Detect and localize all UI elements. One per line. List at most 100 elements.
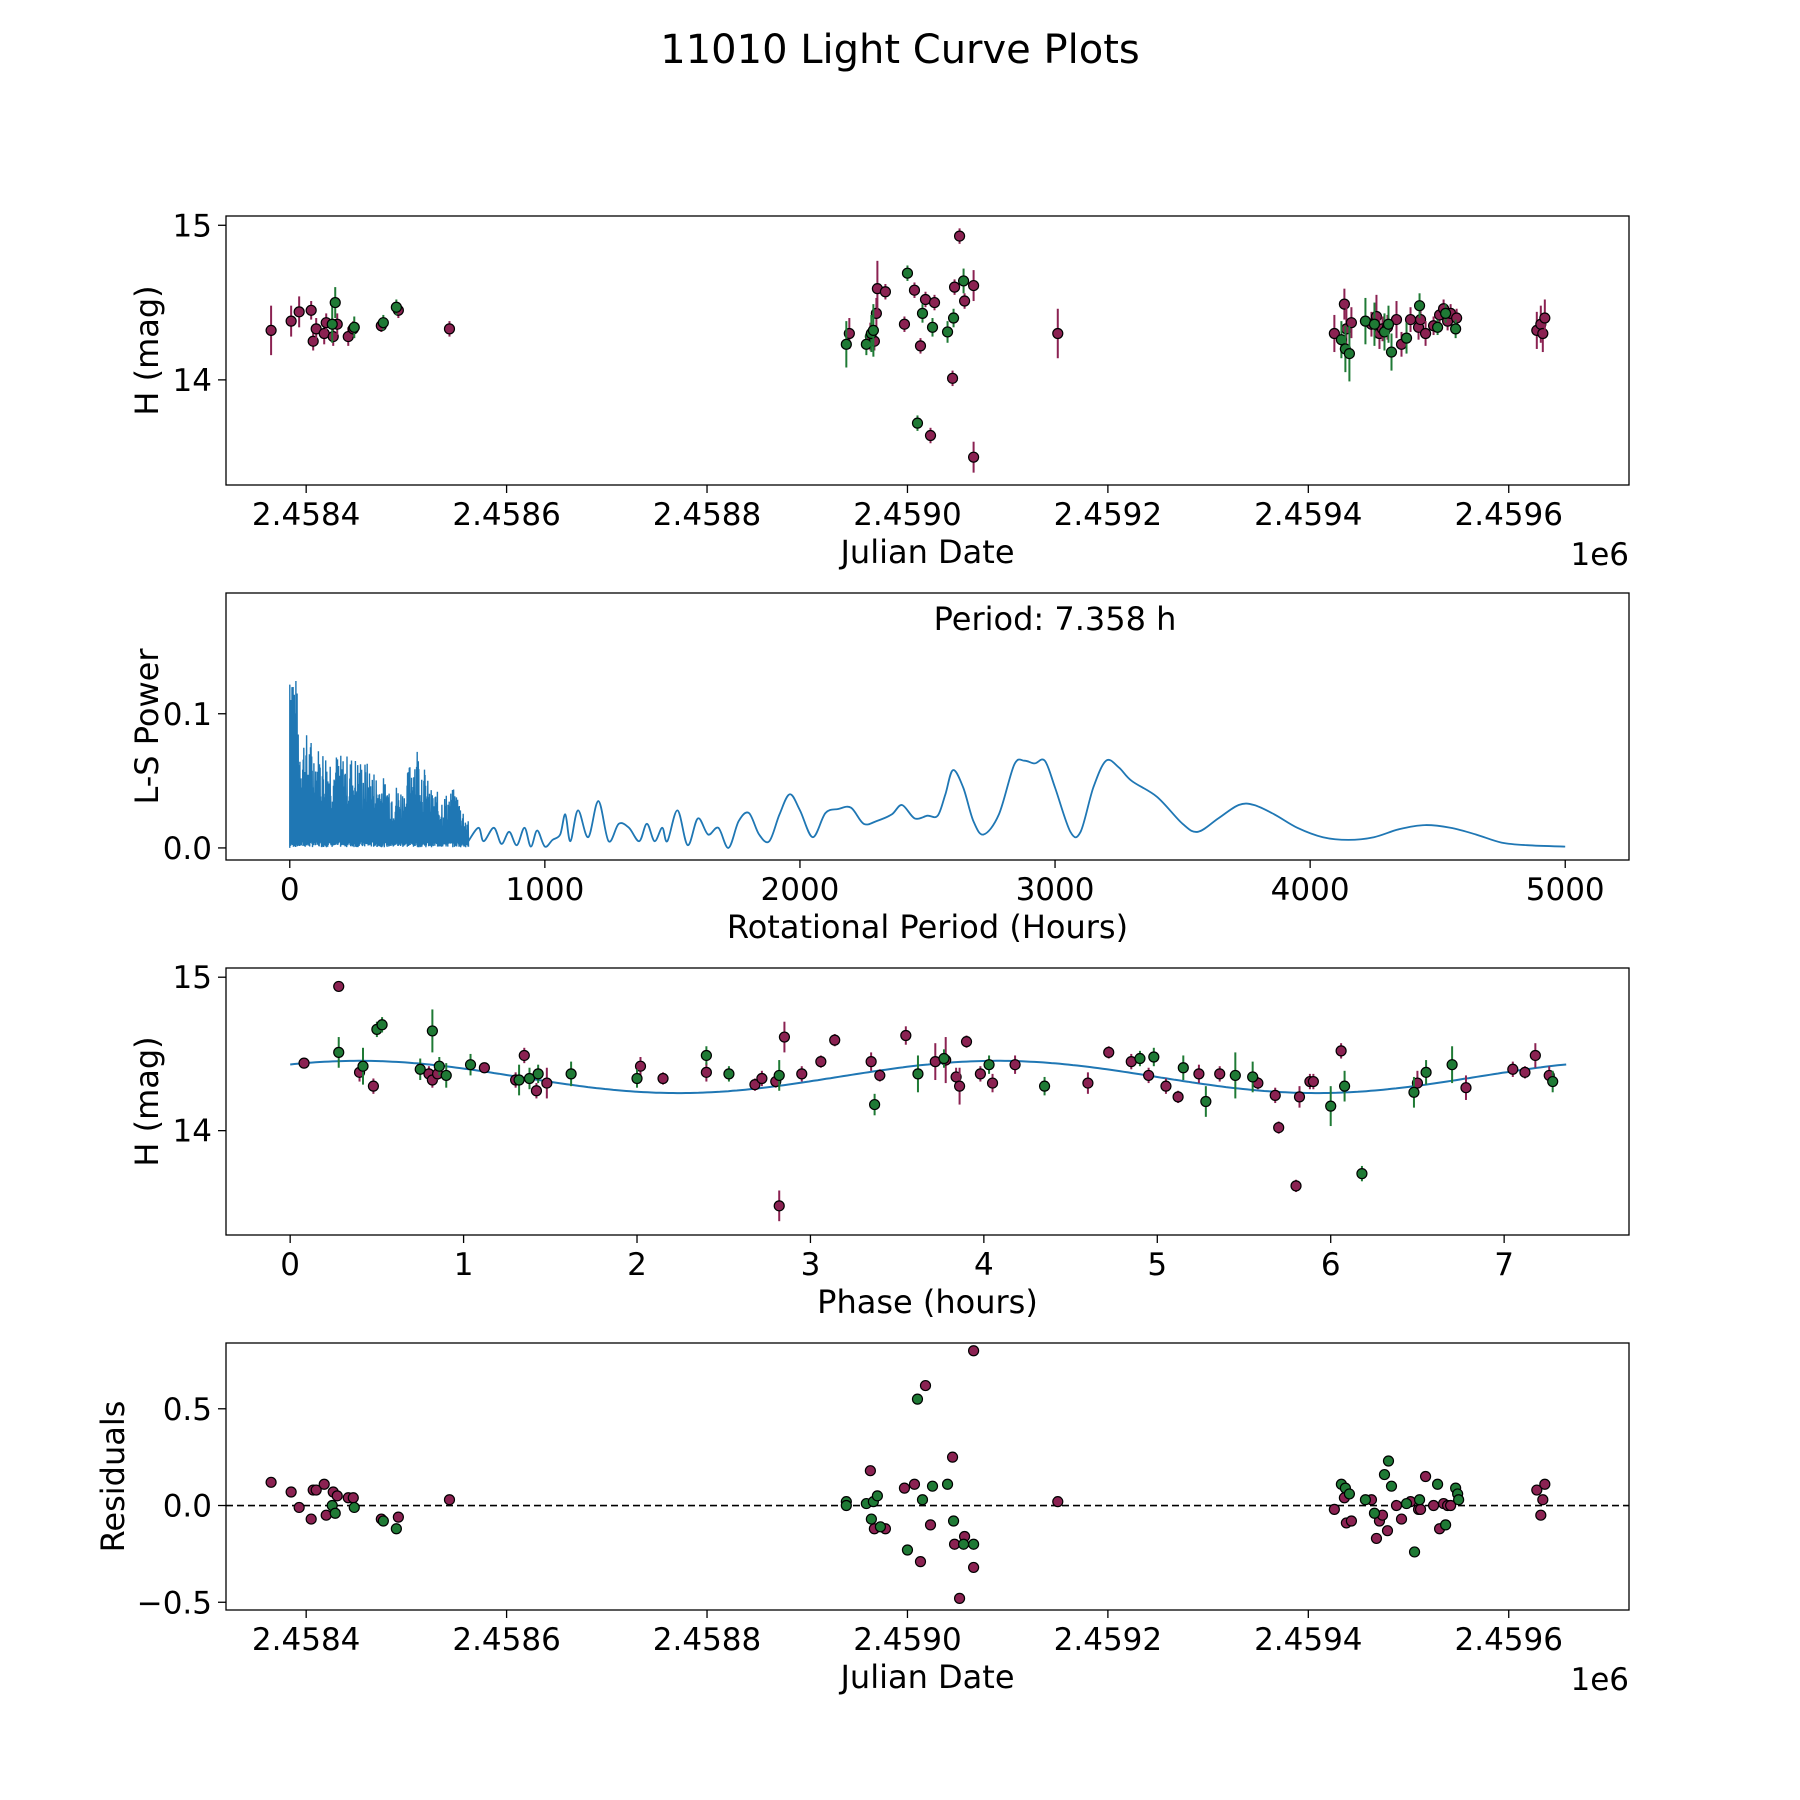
data-point — [565, 1068, 577, 1080]
data-point — [869, 1098, 881, 1111]
data-point — [1419, 1470, 1432, 1483]
data-point — [443, 323, 456, 335]
data-point — [1460, 1082, 1472, 1094]
data-point — [865, 1056, 877, 1068]
data-point — [1345, 317, 1358, 329]
data-point — [1535, 1509, 1547, 1521]
data-point — [293, 306, 305, 318]
panel-phased: 0 1 2 3 4 5 6 7 14 15 Phase (hours) H (mag) — [128, 960, 1630, 1321]
data-point — [347, 1492, 359, 1504]
data-point — [947, 1515, 960, 1527]
y-tick-label: 14 — [173, 363, 212, 399]
data-point — [1427, 1499, 1440, 1512]
figure-title: 11010 Light Curve Plots — [660, 27, 1139, 73]
data-point — [305, 1513, 317, 1525]
data-point — [329, 1507, 341, 1519]
data-point — [911, 1393, 924, 1405]
data-point — [326, 318, 338, 330]
data-point — [265, 324, 277, 337]
data-point — [1290, 1180, 1302, 1192]
periodogram-dense-line — [289, 680, 470, 848]
data-point — [916, 307, 929, 319]
data-point — [957, 1538, 970, 1550]
data-point — [926, 1480, 939, 1492]
data-point — [953, 1080, 966, 1092]
axes-frame — [225, 592, 1630, 861]
data-point — [986, 1077, 999, 1089]
data-point — [1531, 1484, 1543, 1496]
y-tick-label: 0.0 — [163, 1489, 212, 1525]
data-point — [1269, 1089, 1281, 1101]
data-point — [796, 1068, 808, 1080]
data-point — [318, 1478, 330, 1490]
data-point — [947, 312, 960, 324]
data-point — [357, 1060, 369, 1072]
data-point — [773, 1069, 785, 1082]
data-point — [1390, 1499, 1403, 1512]
data-point — [1172, 1091, 1184, 1103]
data-point — [1385, 346, 1398, 358]
data-point — [1414, 1503, 1427, 1515]
data-point — [1134, 1052, 1146, 1065]
data-point — [310, 1484, 322, 1496]
data-point — [1338, 1080, 1351, 1092]
data-point — [1200, 1095, 1212, 1108]
data-point — [974, 1068, 986, 1080]
x-tick-label: 6 — [1321, 1247, 1341, 1283]
data-point — [865, 1513, 877, 1525]
data-point — [1413, 300, 1426, 312]
x-tick-label: 2.4590 — [853, 497, 961, 533]
data-point — [1395, 1513, 1408, 1525]
x-tick-label: 7 — [1494, 1247, 1514, 1283]
x-tick-label: 0 — [280, 1247, 300, 1283]
data-point — [1537, 1494, 1549, 1506]
data-point — [1529, 1049, 1541, 1062]
data-point — [946, 1451, 959, 1463]
data-point — [1431, 1478, 1444, 1490]
data-point — [1052, 327, 1064, 340]
data-point — [941, 326, 954, 338]
x-axis-label: Rotational Period (Hours) — [727, 908, 1128, 946]
data-point — [898, 318, 911, 330]
data-point — [914, 1556, 927, 1568]
data-point — [898, 1482, 911, 1494]
data-point — [1038, 1080, 1051, 1092]
data-point — [348, 321, 360, 333]
panel-residuals: 2.4584 2.4586 2.4588 2.4590 2.4592 2.4594 2.45… — [94, 1342, 1630, 1698]
data-point — [900, 1029, 912, 1042]
data-point — [631, 1072, 643, 1085]
data-point — [530, 1085, 543, 1097]
panel-periodogram: 0 1000 2000 3000 4000 5000 0.0 0.1 Rotational Pe… — [128, 592, 1630, 946]
data-point — [1370, 1532, 1383, 1545]
data-point — [1408, 1086, 1420, 1098]
data-point — [1307, 1075, 1319, 1088]
data-point — [957, 275, 970, 287]
data-point — [376, 1019, 388, 1031]
data-point — [1368, 318, 1381, 330]
data-point — [377, 1515, 389, 1527]
data-point — [1160, 1080, 1172, 1092]
data-point — [440, 1069, 452, 1082]
data-point — [541, 1077, 553, 1089]
y-axis-label: H (mag) — [128, 1036, 166, 1166]
series-green — [333, 1009, 1559, 1182]
data-point — [1343, 347, 1356, 360]
series-green — [326, 1393, 1465, 1558]
data-point — [293, 1501, 305, 1514]
x-tick-label: 3 — [801, 1247, 821, 1283]
data-point — [478, 1062, 491, 1074]
x-tick-label: 2000 — [761, 872, 840, 908]
data-point — [333, 1046, 345, 1058]
data-point — [1413, 1494, 1426, 1506]
data-point — [879, 286, 892, 298]
data-point — [1214, 1068, 1226, 1080]
data-point — [1451, 312, 1463, 324]
data-point — [414, 1063, 426, 1075]
data-point — [392, 1511, 404, 1523]
data-point — [1420, 1066, 1432, 1078]
data-point — [867, 324, 879, 337]
data-point — [464, 1059, 477, 1071]
data-point — [901, 1544, 914, 1556]
data-point — [305, 304, 317, 316]
data-point — [1450, 323, 1462, 335]
